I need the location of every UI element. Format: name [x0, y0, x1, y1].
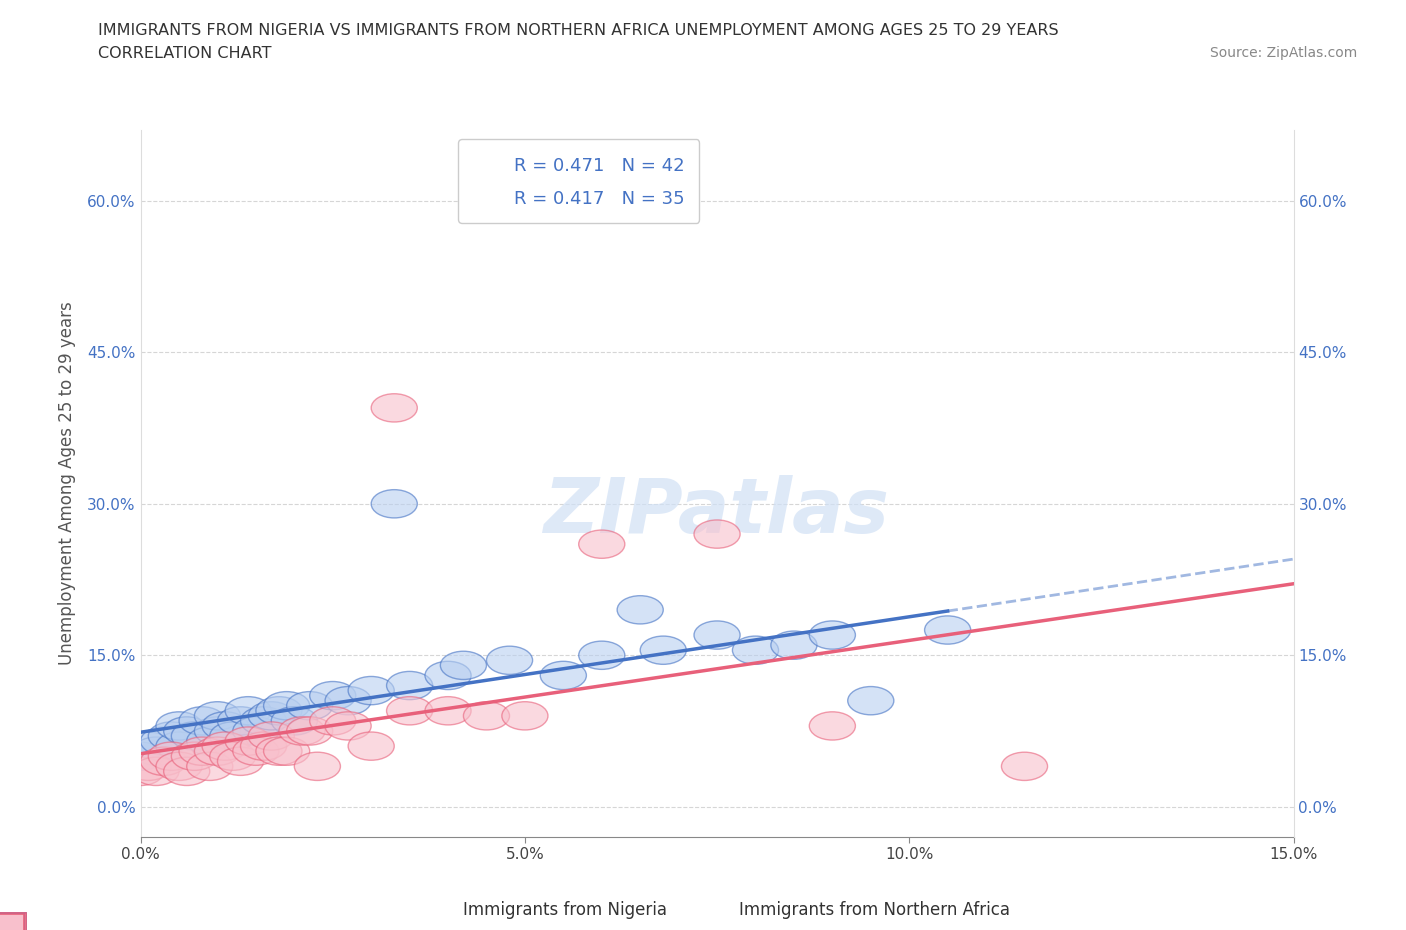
Ellipse shape [156, 752, 202, 780]
Ellipse shape [579, 641, 624, 670]
Ellipse shape [263, 692, 309, 720]
Ellipse shape [125, 752, 172, 780]
Ellipse shape [240, 732, 287, 760]
Ellipse shape [278, 717, 325, 745]
Ellipse shape [194, 702, 240, 730]
Ellipse shape [218, 747, 263, 776]
Legend: Immigrants from Nigeria, Immigrants from Northern Africa: Immigrants from Nigeria, Immigrants from… [416, 891, 1018, 927]
Ellipse shape [240, 707, 287, 735]
Ellipse shape [194, 737, 240, 765]
Ellipse shape [156, 711, 202, 740]
Ellipse shape [486, 646, 533, 674]
Ellipse shape [271, 707, 318, 735]
Ellipse shape [640, 636, 686, 664]
Ellipse shape [309, 682, 356, 710]
Ellipse shape [179, 707, 225, 735]
Ellipse shape [387, 697, 433, 724]
Ellipse shape [209, 742, 256, 770]
Ellipse shape [209, 722, 256, 751]
Ellipse shape [440, 651, 486, 680]
Ellipse shape [134, 737, 179, 765]
Ellipse shape [256, 737, 302, 765]
Ellipse shape [287, 692, 333, 720]
Ellipse shape [733, 636, 779, 664]
Ellipse shape [194, 717, 240, 745]
Ellipse shape [179, 737, 225, 765]
Ellipse shape [425, 661, 471, 689]
Ellipse shape [225, 727, 271, 755]
Ellipse shape [349, 676, 394, 705]
Ellipse shape [387, 671, 433, 699]
Ellipse shape [425, 697, 471, 724]
Text: CORRELATION CHART: CORRELATION CHART [98, 46, 271, 61]
Ellipse shape [371, 490, 418, 518]
Ellipse shape [148, 742, 194, 770]
Ellipse shape [325, 686, 371, 715]
Ellipse shape [540, 661, 586, 689]
Ellipse shape [579, 530, 624, 558]
Ellipse shape [141, 727, 187, 755]
Text: IMMIGRANTS FROM NIGERIA VS IMMIGRANTS FROM NORTHERN AFRICA UNEMPLOYMENT AMONG AG: IMMIGRANTS FROM NIGERIA VS IMMIGRANTS FR… [98, 23, 1059, 38]
Ellipse shape [848, 686, 894, 715]
Y-axis label: Unemployment Among Ages 25 to 29 years: Unemployment Among Ages 25 to 29 years [58, 301, 76, 666]
Ellipse shape [163, 717, 209, 745]
Text: Source: ZipAtlas.com: Source: ZipAtlas.com [1209, 46, 1357, 60]
Ellipse shape [925, 616, 970, 644]
Ellipse shape [249, 722, 294, 751]
Ellipse shape [148, 722, 194, 751]
Ellipse shape [125, 732, 172, 760]
Text: ZIPatlas: ZIPatlas [544, 475, 890, 549]
Ellipse shape [309, 707, 356, 735]
Ellipse shape [134, 757, 179, 786]
Ellipse shape [225, 697, 271, 724]
Ellipse shape [287, 717, 333, 745]
Ellipse shape [187, 752, 233, 780]
Ellipse shape [249, 702, 294, 730]
Ellipse shape [349, 732, 394, 760]
Ellipse shape [810, 711, 855, 740]
Ellipse shape [1001, 752, 1047, 780]
Ellipse shape [118, 757, 163, 786]
Ellipse shape [371, 393, 418, 422]
Ellipse shape [202, 711, 249, 740]
Ellipse shape [202, 732, 249, 760]
Ellipse shape [695, 621, 740, 649]
Ellipse shape [695, 520, 740, 548]
Ellipse shape [233, 737, 278, 765]
Ellipse shape [163, 757, 209, 786]
Ellipse shape [810, 621, 855, 649]
Ellipse shape [263, 737, 309, 765]
Ellipse shape [617, 596, 664, 624]
Ellipse shape [172, 722, 218, 751]
Ellipse shape [118, 742, 163, 770]
Ellipse shape [325, 711, 371, 740]
Ellipse shape [502, 702, 548, 730]
Ellipse shape [218, 707, 263, 735]
Ellipse shape [233, 717, 278, 745]
Ellipse shape [187, 727, 233, 755]
Ellipse shape [770, 631, 817, 659]
Ellipse shape [464, 702, 509, 730]
Ellipse shape [172, 742, 218, 770]
Ellipse shape [156, 732, 202, 760]
Ellipse shape [294, 752, 340, 780]
Ellipse shape [141, 747, 187, 776]
Ellipse shape [256, 697, 302, 724]
